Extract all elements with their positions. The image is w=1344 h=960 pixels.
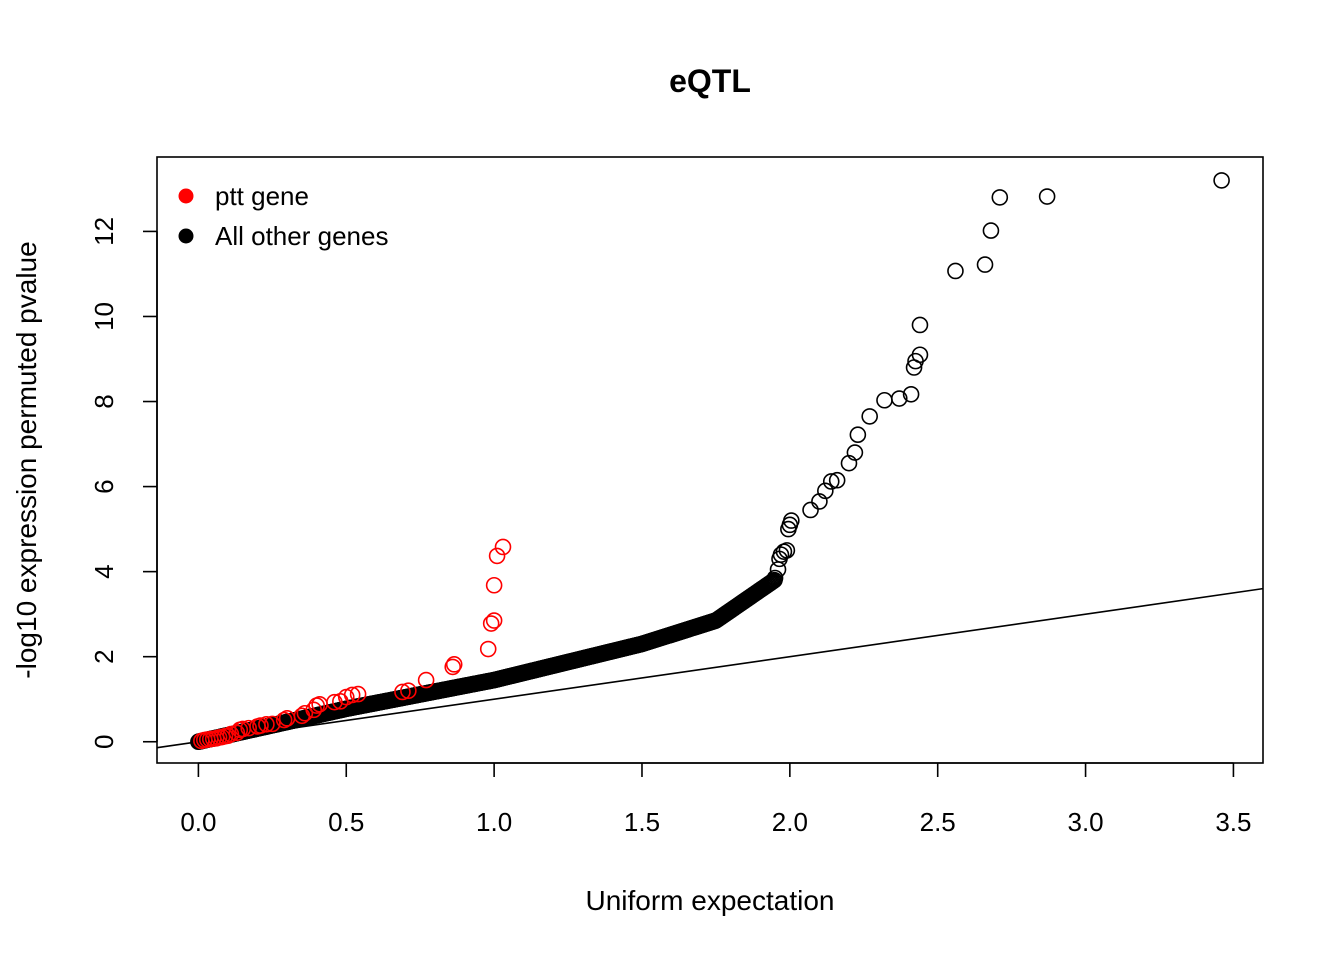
x-tick-label: 0.0 (180, 807, 216, 837)
point-all-other-genes (947, 262, 964, 280)
y-tick-label: 4 (89, 564, 119, 578)
y-tick-label: 8 (89, 394, 119, 408)
point-all-other-genes (849, 426, 867, 443)
point-ptt-gene (275, 711, 293, 729)
point-ptt-gene (417, 671, 435, 689)
x-tick-label: 1.0 (476, 807, 512, 837)
point-ptt-gene (296, 704, 314, 722)
point-ptt-gene (305, 701, 323, 719)
point-all-other-genes (982, 222, 1000, 239)
point-ptt-gene (252, 717, 269, 734)
x-axis-title: Uniform expectation (585, 885, 834, 916)
point-ptt-gene (488, 547, 506, 565)
point-ptt-gene (485, 612, 503, 629)
reference-line-y-equals-x (156, 587, 1264, 749)
point-all-other-genes (991, 189, 1009, 206)
point-ptt-gene (400, 682, 417, 700)
point-all-other-genes (828, 471, 846, 489)
y-axis-title: -log10 expression permuted pvalue (11, 241, 42, 678)
point-all-other-genes (811, 493, 828, 510)
point-all-other-genes (817, 482, 834, 500)
point-ptt-gene (485, 576, 503, 594)
point-all-other-genes (783, 512, 800, 529)
point-all-other-genes (822, 473, 840, 490)
point-ptt-gene (479, 640, 497, 658)
point-all-other-genes (911, 346, 929, 364)
x-tick-label: 3.5 (1215, 807, 1251, 837)
y-tick-label: 6 (89, 479, 119, 493)
point-ptt-gene (349, 685, 367, 703)
point-all-other-genes (1038, 188, 1056, 205)
point-ptt-gene (240, 719, 257, 737)
point-ptt-gene (444, 658, 462, 676)
point-all-other-genes (890, 390, 908, 407)
y-tick-label: 2 (89, 649, 119, 663)
point-ptt-gene (264, 715, 281, 733)
legend: ptt gene All other genes (178, 181, 388, 251)
point-all-other-genes (846, 444, 864, 461)
x-tick-label: 1.5 (624, 807, 660, 837)
point-all-other-genes (861, 408, 878, 425)
point-all-other-genes (876, 391, 893, 409)
legend-label: ptt gene (215, 181, 309, 211)
point-ptt-gene (343, 686, 361, 704)
point-all-other-genes (778, 542, 796, 559)
legend-marker (178, 188, 194, 204)
legend-marker (178, 228, 194, 244)
x-tick-label: 3.0 (1067, 807, 1103, 837)
point-ptt-gene (326, 693, 343, 711)
chart-title: eQTL (669, 63, 751, 99)
points-layer (190, 172, 1230, 751)
point-ptt-gene (258, 716, 275, 733)
x-tick-label: 2.5 (920, 807, 956, 837)
point-ptt-gene (445, 656, 463, 673)
reference-line-layer (156, 587, 1264, 749)
x-tick-label: 2.0 (772, 807, 808, 837)
point-all-other-genes (802, 501, 819, 519)
point-ptt-gene (394, 683, 411, 701)
point-all-other-genes (840, 454, 858, 472)
point-ptt-gene (494, 538, 512, 556)
y-tick-label: 0 (89, 735, 119, 749)
legend-label: All other genes (215, 221, 388, 251)
y-tick-label: 12 (89, 217, 119, 246)
point-all-other-genes (766, 569, 784, 587)
point-all-other-genes (976, 256, 994, 273)
y-tick-label: 10 (89, 302, 119, 331)
x-axis: 0.0 0.5 1.0 1.5 2.0 2.5 3.0 3.5 (180, 762, 1252, 837)
point-ptt-gene (482, 615, 500, 632)
x-tick-label: 0.5 (328, 807, 364, 837)
point-all-other-genes (902, 385, 920, 403)
point-all-other-genes (911, 316, 929, 334)
y-axis: 0 2 4 6 8 10 12 (89, 217, 158, 749)
point-ptt-gene (222, 725, 240, 743)
point-all-other-genes (1213, 172, 1230, 189)
